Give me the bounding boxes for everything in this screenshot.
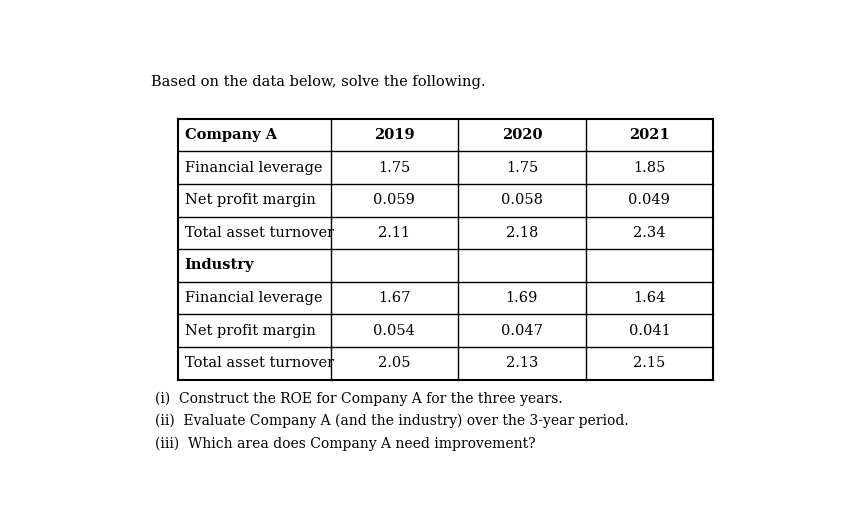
Text: 0.049: 0.049 [628,193,671,207]
Text: 2.15: 2.15 [633,356,665,370]
Text: 0.047: 0.047 [501,324,543,338]
Text: (iii)  Which area does Company A need improvement?: (iii) Which area does Company A need imp… [154,437,535,451]
Text: Net profit margin: Net profit margin [185,324,316,338]
Text: Based on the data below, solve the following.: Based on the data below, solve the follo… [151,75,486,89]
Text: 2021: 2021 [629,128,670,142]
Text: (i)  Construct the ROE for Company A for the three years.: (i) Construct the ROE for Company A for … [154,391,563,406]
Text: Total asset turnover: Total asset turnover [185,226,334,240]
Text: 2.18: 2.18 [506,226,538,240]
Text: 1.75: 1.75 [378,161,411,175]
Text: 2.11: 2.11 [378,226,411,240]
Text: 1.85: 1.85 [633,161,665,175]
Text: 1.69: 1.69 [506,291,538,305]
Text: 0.054: 0.054 [374,324,415,338]
Text: 1.64: 1.64 [633,291,665,305]
Text: 2.13: 2.13 [506,356,538,370]
Text: 2.34: 2.34 [633,226,665,240]
Text: 2.05: 2.05 [378,356,411,370]
Text: 1.75: 1.75 [506,161,538,175]
Text: Total asset turnover: Total asset turnover [185,356,334,370]
Text: Company A: Company A [185,128,277,142]
Text: 0.059: 0.059 [374,193,415,207]
Text: Industry: Industry [185,259,255,272]
Text: 2019: 2019 [374,128,414,142]
Text: (ii)  Evaluate Company A (and the industry) over the 3-year period.: (ii) Evaluate Company A (and the industr… [154,414,628,428]
Text: Net profit margin: Net profit margin [185,193,316,207]
Text: 0.041: 0.041 [628,324,671,338]
Text: Financial leverage: Financial leverage [185,291,322,305]
Text: 2020: 2020 [501,128,542,142]
Text: 1.67: 1.67 [378,291,411,305]
Text: 0.058: 0.058 [501,193,543,207]
Text: Financial leverage: Financial leverage [185,161,322,175]
